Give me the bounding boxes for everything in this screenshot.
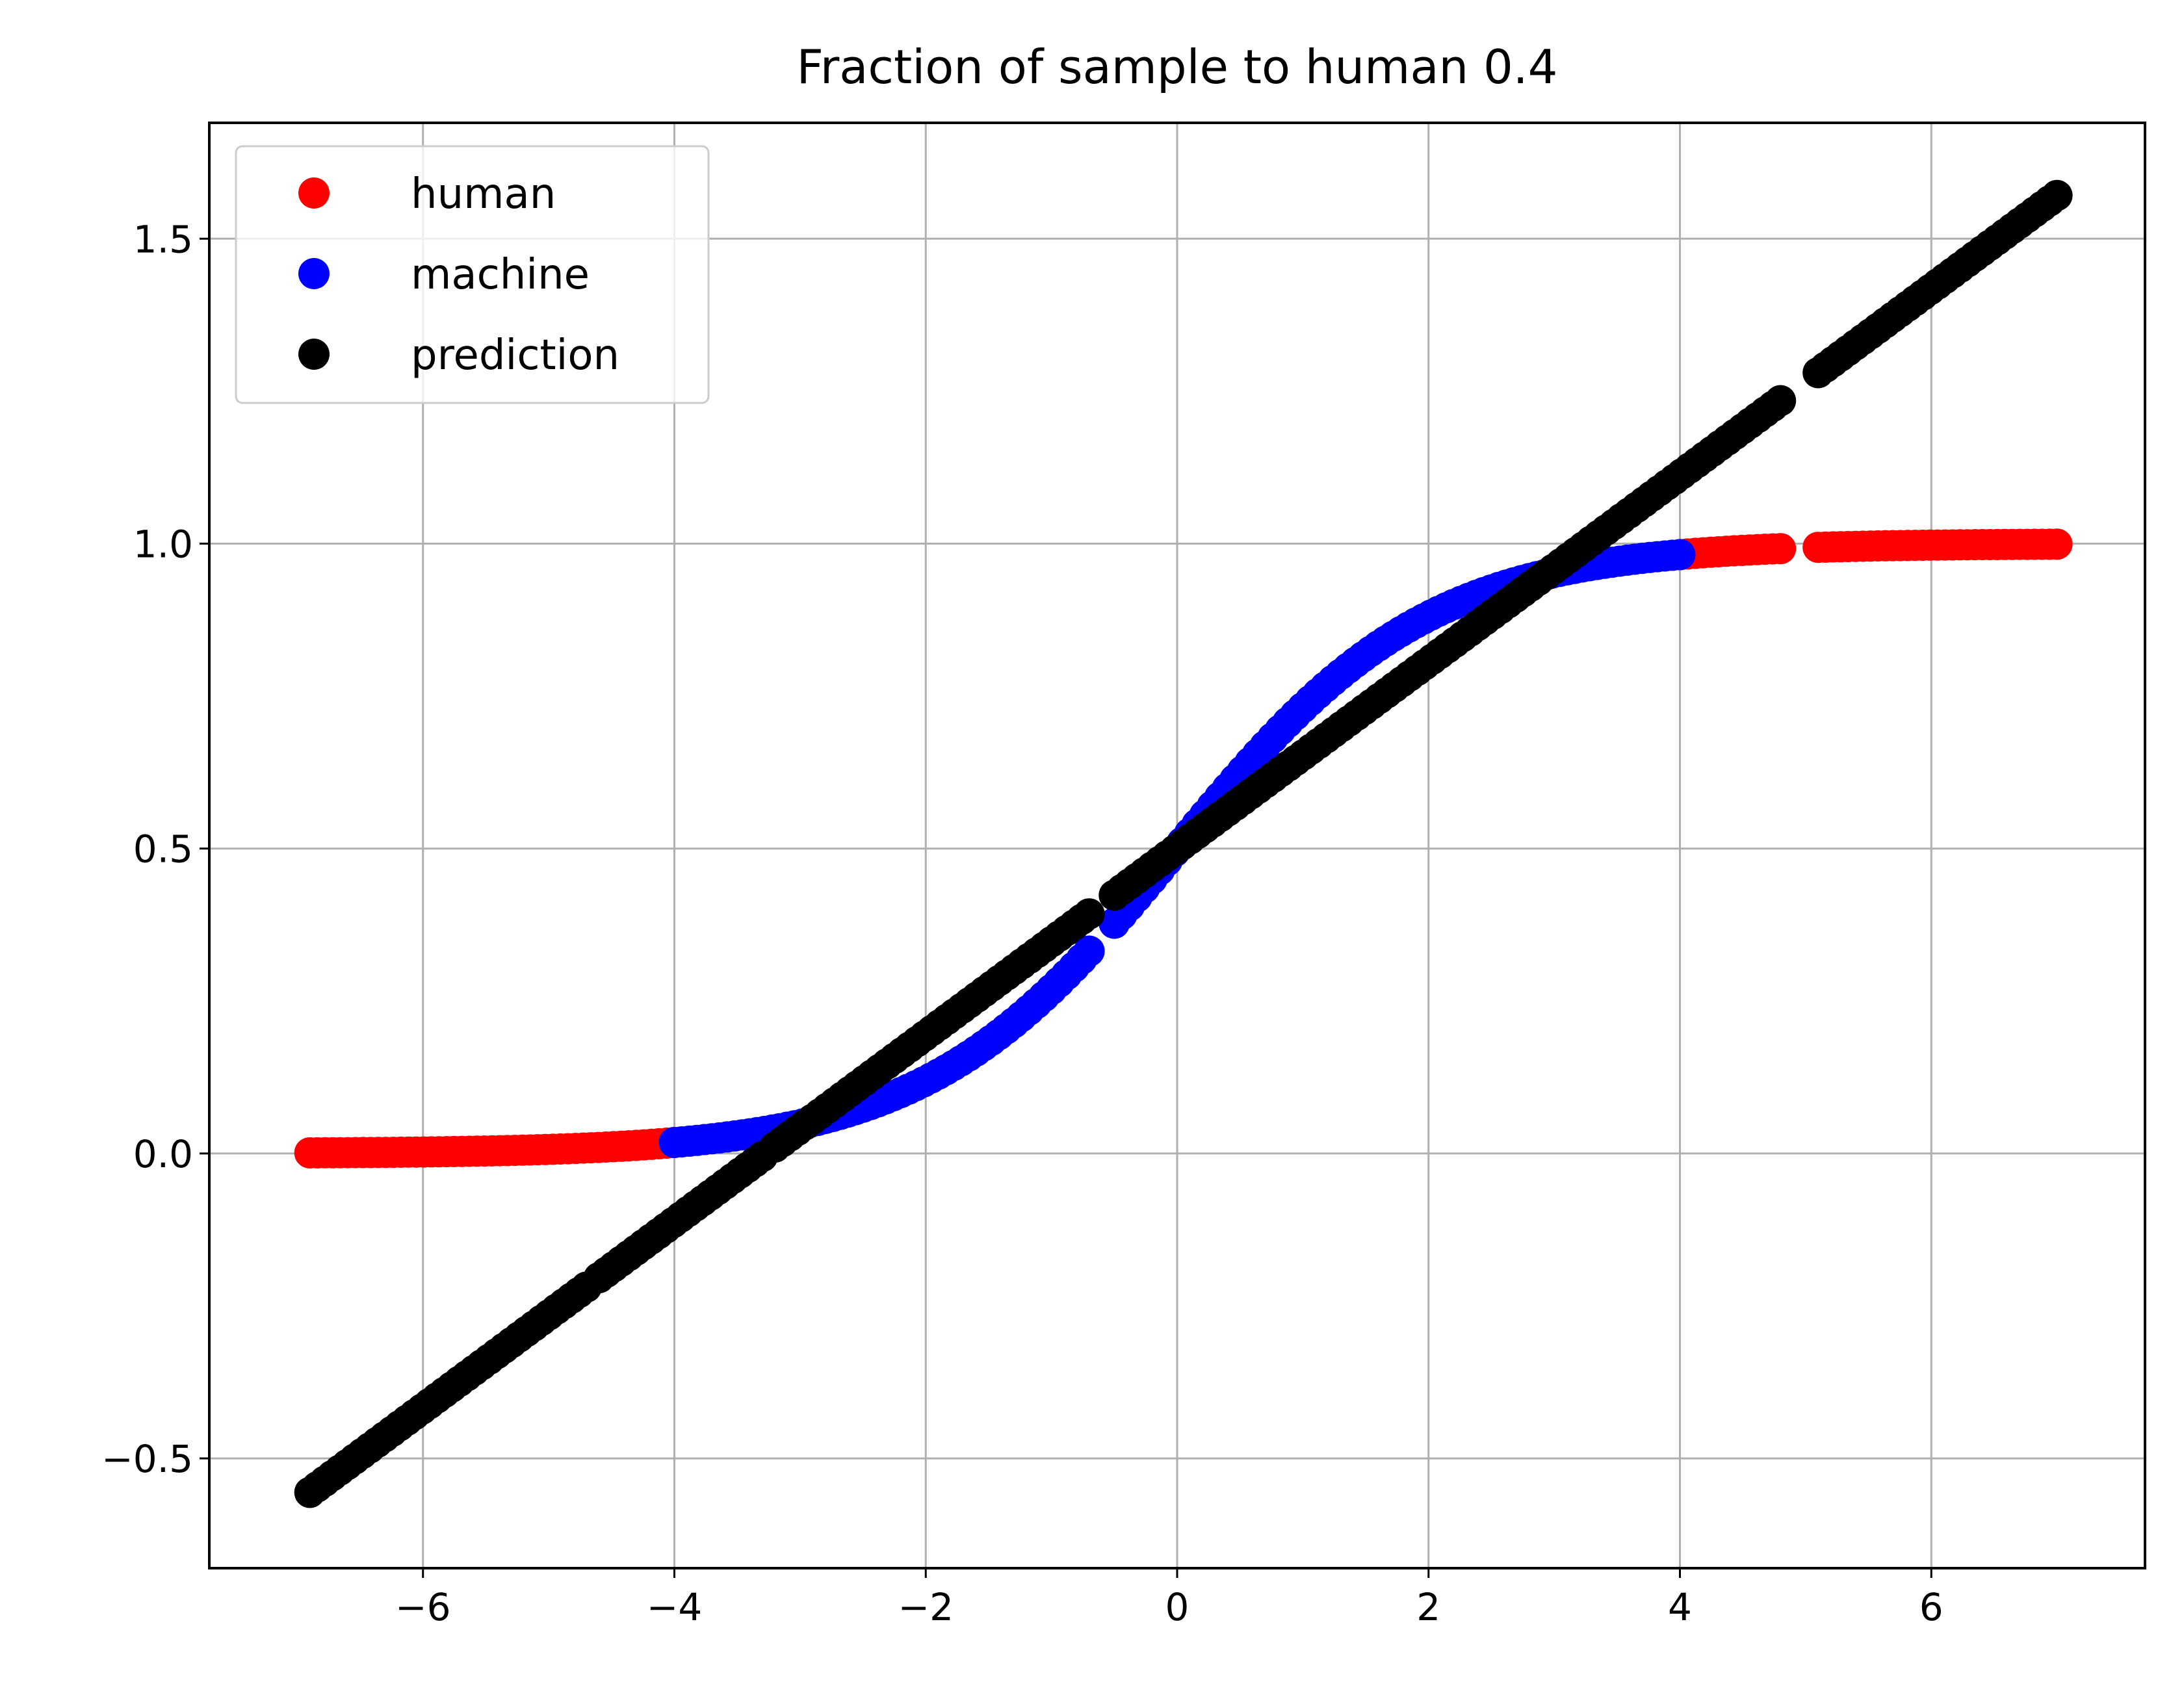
legend-marker-prediction [298,339,330,370]
y-tick-label: 0.0 [133,1132,193,1176]
data-points [294,179,2073,1508]
legend-marker-machine [298,258,330,289]
x-tick-label: −2 [898,1585,954,1629]
machine-point [1664,539,1696,571]
series-prediction [294,179,2073,1508]
legend-label-prediction: prediction [411,331,619,380]
prediction-point [2041,179,2073,211]
prediction-point [1073,898,1105,930]
y-tick-label: −0.5 [101,1437,193,1481]
prediction-point [1765,385,1797,417]
x-tick-label: −4 [647,1585,703,1629]
series-human [294,528,2073,1168]
y-tick-label: 1.5 [133,217,193,261]
legend-label-human: human [411,170,556,218]
chart-title: Fraction of sample to human 0.4 [797,40,1558,94]
y-tick-label: 0.5 [133,827,193,871]
y-tick-label: 1.0 [133,522,193,566]
legend-box [235,145,710,404]
x-tick-label: −6 [395,1585,451,1629]
machine-point [1073,935,1105,967]
x-tick-label: 2 [1416,1585,1440,1629]
x-tick-label: 0 [1165,1585,1190,1629]
legend-marker-human [298,177,330,209]
human-point [2041,528,2073,560]
x-tick-label: 4 [1668,1585,1692,1629]
plot-frame [208,122,2146,1569]
legend: human machine prediction [235,145,710,404]
axis-ticks: −6 −4 −2 0 2 4 6 −0.5 0.0 0.5 1.0 1.5 [101,217,1944,1629]
human-point [1765,533,1797,565]
x-tick-label: 6 [1919,1585,1944,1629]
legend-label-machine: machine [411,251,590,299]
